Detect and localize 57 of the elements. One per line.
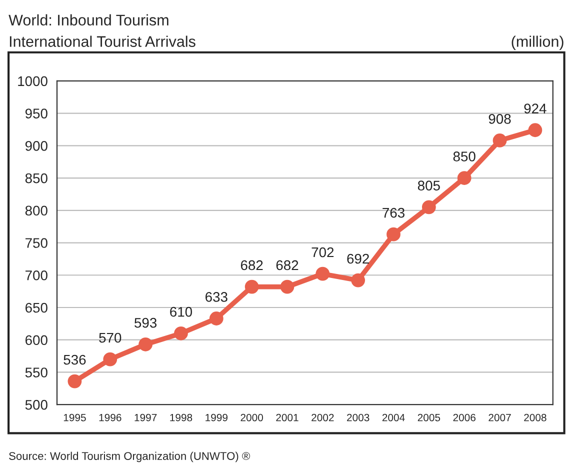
chart-subtitle: International Tourist Arrivals (10, 36, 196, 47)
y-tick-label: 600 (26, 335, 48, 346)
y-tick-label: 550 (25, 368, 48, 378)
x-tick-label: 2000 (240, 414, 263, 422)
point (209, 312, 224, 326)
data-label: 850 (453, 152, 476, 162)
data-label: 610 (170, 306, 192, 317)
point (316, 266, 330, 281)
point (103, 352, 118, 366)
x-tick-label: 2001 (276, 414, 298, 422)
data-label: 805 (418, 180, 440, 191)
point (528, 123, 542, 138)
x-tick-label: 2006 (453, 414, 476, 422)
x-tick-label: 2003 (347, 414, 370, 422)
data-label: 682 (240, 260, 263, 270)
x-tick-label: 2005 (418, 414, 440, 422)
x-tick-label: 1996 (99, 414, 122, 422)
y-tick-label: 950 (25, 108, 48, 118)
y-tick-label: 900 (25, 140, 48, 151)
data-label: 633 (206, 292, 228, 302)
data-label: 536 (64, 354, 86, 365)
data-label: 908 (488, 114, 511, 124)
y-tick-label: 1000 (18, 76, 48, 86)
data-label: 702 (312, 247, 334, 258)
point (386, 227, 400, 242)
y-tick-label: 650 (26, 302, 48, 313)
point (280, 280, 294, 294)
x-tick-label: 1999 (206, 414, 228, 422)
point (138, 337, 152, 352)
point (244, 280, 259, 294)
data-label: 682 (276, 260, 298, 270)
y-tick-label: 800 (25, 206, 48, 216)
x-tick-label: 2002 (312, 414, 334, 422)
x-tick-label: 2007 (488, 414, 511, 422)
x-tick-label: 1995 (64, 414, 86, 422)
y-tick-label: 700 (26, 270, 48, 280)
point (68, 374, 82, 388)
y-tick-label: 500 (25, 400, 48, 410)
data-label: 593 (134, 318, 157, 328)
data-label: 763 (382, 208, 404, 218)
point (492, 134, 507, 148)
y-axis-title: (million) (512, 36, 564, 50)
data-label: 692 (347, 254, 369, 264)
data-label: 924 (524, 104, 546, 114)
x-tick-label: 2008 (524, 414, 546, 422)
y-tick-label: 750 (26, 238, 48, 248)
x-tick-label: 2004 (382, 414, 405, 422)
point (174, 326, 188, 340)
point (422, 200, 436, 214)
y-tick-label: 850 (25, 173, 48, 184)
x-tick-label: 1998 (170, 414, 192, 422)
data-label: 570 (99, 332, 122, 343)
chart-title: World: Inbound Tourism (8, 14, 168, 26)
point (351, 273, 366, 288)
point (457, 171, 472, 185)
source-note: Source: World Tourism Organization (UNWTO) ® (9, 452, 250, 462)
x-tick-label: 1997 (134, 414, 157, 422)
